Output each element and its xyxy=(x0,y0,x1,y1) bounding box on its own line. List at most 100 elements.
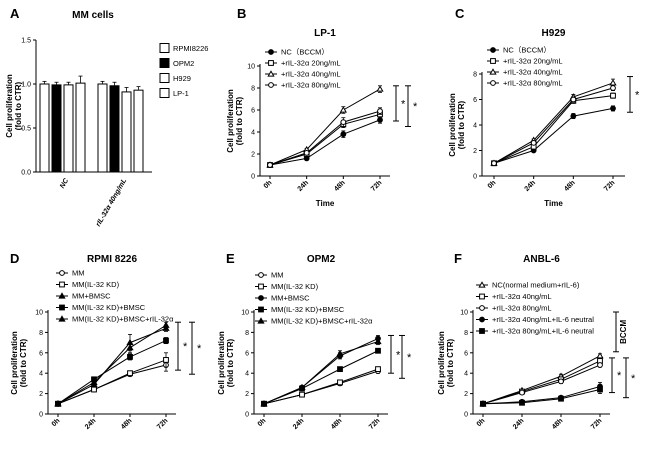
legend-marker xyxy=(479,328,485,334)
y-axis-label-line: (fold to CTR) xyxy=(14,81,23,130)
series-line xyxy=(263,370,379,405)
significance-star: * xyxy=(617,370,622,382)
y-tick-label: 6 xyxy=(39,350,43,357)
y-tick-label: 8 xyxy=(39,330,43,337)
data-point xyxy=(163,357,169,363)
series-line xyxy=(57,327,167,405)
data-point xyxy=(558,395,564,402)
series-line xyxy=(269,88,381,166)
y-tick-label: 4 xyxy=(251,130,255,137)
x-tick-label: 24h xyxy=(292,417,305,430)
y-axis-label-line: Cell proliferation xyxy=(10,331,19,395)
y-tick-label: 10 xyxy=(35,310,43,317)
legend-label: MM(IL-32 KD)+BMSC xyxy=(271,305,345,314)
x-tick-label: 0h xyxy=(257,417,268,428)
series-line xyxy=(493,87,614,164)
y-tick-label: 0.5 xyxy=(21,126,31,133)
y-axis-label: Cell proliferation(fold to CTR) xyxy=(437,331,455,395)
x-tick-label: 48h xyxy=(563,179,576,192)
data-point xyxy=(90,378,98,385)
y-tick-label: 2 xyxy=(251,152,255,159)
series-line xyxy=(493,95,614,164)
data-point xyxy=(340,119,347,125)
series xyxy=(266,85,384,168)
data-point xyxy=(267,162,273,168)
series-line xyxy=(57,324,167,405)
legend-label: +rIL-32α 20ng/mL xyxy=(503,57,563,66)
bar xyxy=(63,84,74,173)
y-axis-label-line: (fold to CTR) xyxy=(19,338,28,387)
legend-marker xyxy=(479,293,485,300)
x-axis-label: Time xyxy=(316,199,335,208)
data-point xyxy=(299,391,305,398)
data-point xyxy=(597,362,603,368)
series-line xyxy=(269,110,381,166)
y-tick-label: 1.5 xyxy=(21,38,31,45)
series xyxy=(491,85,616,167)
legend-label: MM(IL-32 KD) xyxy=(271,282,319,291)
y-tick-label: 0 xyxy=(251,174,255,181)
legend-marker xyxy=(268,60,274,66)
x-tick-label: 72h xyxy=(156,417,169,430)
bar xyxy=(97,83,108,173)
legend-swatch xyxy=(159,73,170,83)
legend-marker xyxy=(58,315,66,322)
legend-label: RPMI8226 xyxy=(173,44,208,53)
y-axis-label: Cell proliferation(fold to CTR) xyxy=(10,331,28,395)
series-line xyxy=(263,350,379,405)
panel-letter-f: F xyxy=(454,251,462,266)
legend-label: +rIL-32α 20ng/mL xyxy=(281,59,341,68)
series-line xyxy=(57,340,167,405)
legend-marker xyxy=(490,47,496,53)
series-line xyxy=(482,355,601,405)
significance-star: * xyxy=(183,341,188,353)
legend-marker xyxy=(258,295,264,301)
series xyxy=(479,352,604,407)
legend-swatch xyxy=(159,58,170,68)
series-line xyxy=(263,341,379,405)
significance-star: * xyxy=(396,349,401,361)
legend-marker xyxy=(258,272,264,278)
data-point xyxy=(339,106,347,113)
panel-letter-e: E xyxy=(226,251,235,266)
series xyxy=(261,366,381,407)
series xyxy=(480,385,603,407)
series xyxy=(267,107,383,168)
significance-star: * xyxy=(413,101,418,113)
legend-label: NC（BCCM） xyxy=(503,46,551,55)
legend-label: MM(IL-32 KD)+BMSC+rIL-32α xyxy=(72,315,174,324)
x-axis-label: Time xyxy=(544,199,563,208)
data-point xyxy=(337,366,343,373)
legend-label: NC(normal medium+rIL-6) xyxy=(492,281,580,290)
legend-label: NC（BCCM） xyxy=(281,48,329,57)
y-tick-label: 2 xyxy=(464,391,468,398)
data-point xyxy=(480,400,486,407)
data-point xyxy=(570,113,577,119)
x-category-label: NC xyxy=(59,177,71,190)
y-tick-label: 6 xyxy=(464,350,468,357)
legend-marker xyxy=(268,82,274,88)
legend-label: MM(IL-32 KD)+BMSC xyxy=(72,303,146,312)
data-point xyxy=(570,96,577,103)
legend-label: MM+BMSC xyxy=(72,292,111,301)
y-tick-label: 0.0 xyxy=(21,170,31,177)
y-tick-label: 8 xyxy=(245,330,249,337)
y-tick-label: 4 xyxy=(39,371,43,378)
chart-title: MM cells xyxy=(72,10,114,21)
legend-swatch xyxy=(159,43,170,53)
data-point xyxy=(374,337,382,345)
data-point xyxy=(597,386,603,393)
bar xyxy=(51,84,62,173)
y-tick-label: 10 xyxy=(241,310,249,317)
y-axis-label-line: Cell proliferation xyxy=(448,93,457,157)
legend-marker xyxy=(490,80,496,86)
y-tick-label: 6 xyxy=(245,350,249,357)
data-point xyxy=(596,352,604,359)
panel-letter-b: B xyxy=(237,6,246,21)
x-tick-label: 72h xyxy=(603,179,616,192)
bar xyxy=(109,85,120,173)
legend-label: OPM2 xyxy=(173,59,194,68)
x-tick-label: 48h xyxy=(333,179,346,192)
y-tick-label: 1.0 xyxy=(21,82,31,89)
